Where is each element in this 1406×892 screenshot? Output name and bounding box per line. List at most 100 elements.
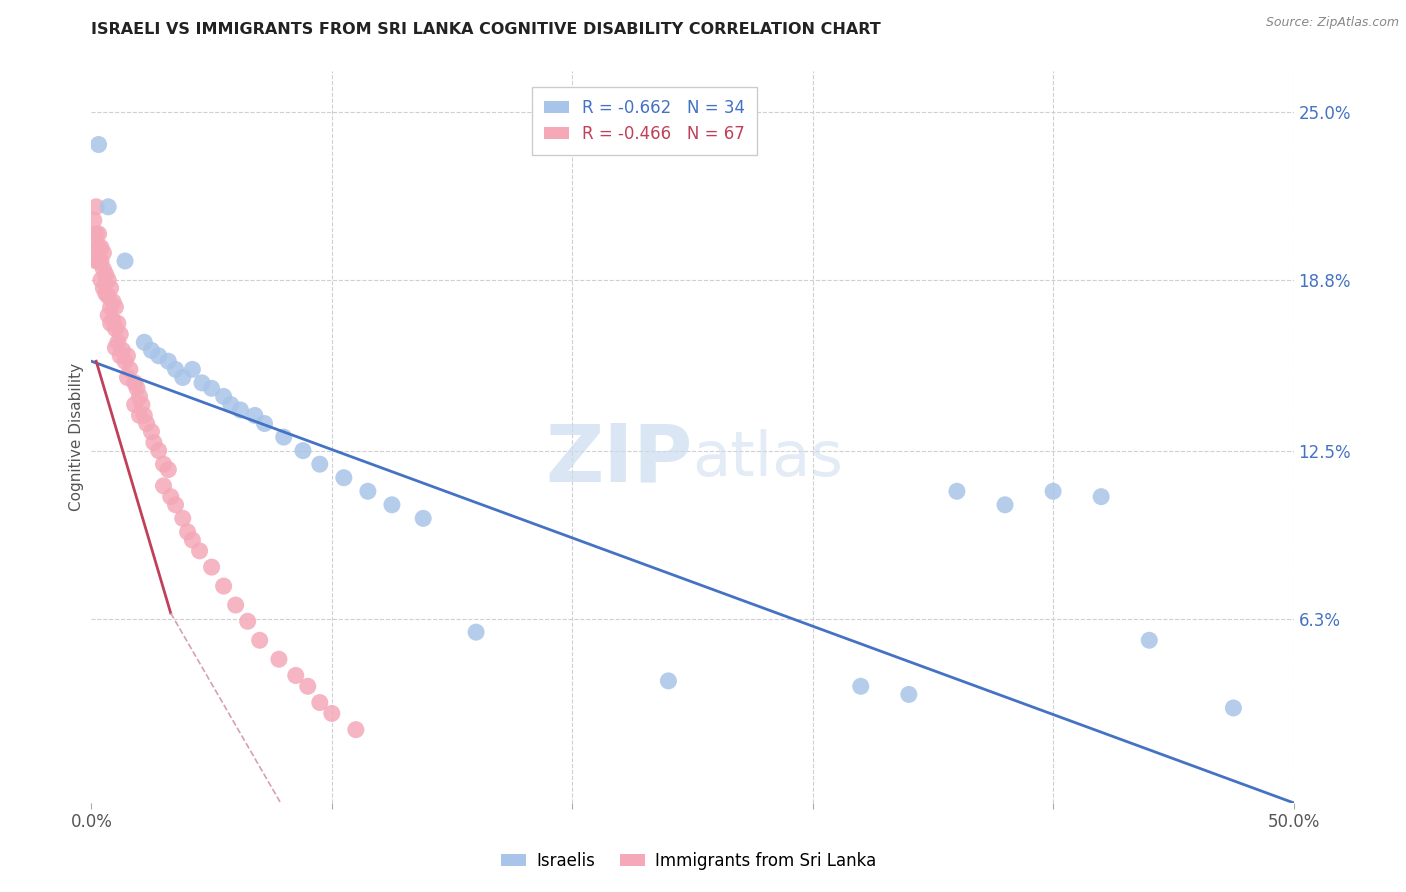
Point [134,335,156,350]
Point [141,343,163,358]
Point [87,227,110,241]
Point [101,294,124,309]
Point [412,511,434,525]
Point [308,457,330,471]
Point [83,240,105,254]
Point [114,354,136,368]
Point [946,484,969,499]
Point [94,286,117,301]
Point [90,273,112,287]
Point [107,335,129,350]
Point [131,398,153,412]
Point [159,490,181,504]
Point [100,316,122,330]
Point [176,524,198,539]
Point [229,403,252,417]
Point [465,625,488,640]
Point [135,417,157,431]
Point [124,376,146,390]
Legend: R = -0.662   N = 34, R = -0.466   N = 67: R = -0.662 N = 34, R = -0.466 N = 67 [531,87,756,154]
Point [165,498,187,512]
Point [104,300,127,314]
Point [219,398,242,412]
Point [152,457,174,471]
Point [191,376,214,390]
Point [90,240,112,254]
Point [128,409,150,423]
Point [128,389,150,403]
Point [97,308,120,322]
Point [90,254,112,268]
Point [134,409,156,423]
Point [84,200,107,214]
Point [141,425,163,439]
Legend: Israelis, Immigrants from Sri Lanka: Israelis, Immigrants from Sri Lanka [495,846,883,877]
Point [124,398,146,412]
Point [381,498,404,512]
Point [114,254,136,268]
Point [87,254,110,268]
Point [93,245,115,260]
Point [201,381,224,395]
Point [297,679,319,693]
Point [201,560,224,574]
Point [87,137,110,152]
Point [148,349,170,363]
Point [93,262,115,277]
Point [100,300,122,314]
Point [321,706,343,721]
Point [84,227,107,241]
Text: atlas: atlas [692,429,844,489]
Y-axis label: Cognitive Disability: Cognitive Disability [69,363,84,511]
Point [148,443,170,458]
Point [1222,701,1244,715]
Point [104,322,127,336]
Text: Source: ZipAtlas.com: Source: ZipAtlas.com [1265,16,1399,29]
Point [93,281,115,295]
Point [212,579,235,593]
Point [97,273,120,287]
Text: ISRAELI VS IMMIGRANTS FROM SRI LANKA COGNITIVE DISABILITY CORRELATION CHART: ISRAELI VS IMMIGRANTS FROM SRI LANKA COG… [91,22,882,37]
Point [152,479,174,493]
Point [243,409,266,423]
Point [97,289,120,303]
Point [110,349,132,363]
Point [118,362,141,376]
Point [188,544,211,558]
Point [104,341,127,355]
Point [83,213,105,227]
Point [291,443,314,458]
Point [94,268,117,282]
Point [267,652,290,666]
Point [849,679,872,693]
Point [165,362,187,376]
Text: ZIP: ZIP [546,420,692,498]
Point [357,484,380,499]
Point [897,688,920,702]
Point [181,362,204,376]
Point [253,417,276,431]
Point [994,498,1017,512]
Point [273,430,295,444]
Point [225,598,247,612]
Point [117,370,139,384]
Point [236,615,259,629]
Point [657,673,679,688]
Point [157,462,180,476]
Point [172,370,194,384]
Point [101,313,124,327]
Point [1137,633,1160,648]
Point [212,389,235,403]
Point [1042,484,1064,499]
Point [107,316,129,330]
Point [344,723,367,737]
Point [111,343,134,358]
Point [84,254,107,268]
Point [1090,490,1112,504]
Point [97,200,120,214]
Point [110,327,132,342]
Point [308,696,330,710]
Point [117,349,139,363]
Point [181,533,204,547]
Point [249,633,271,648]
